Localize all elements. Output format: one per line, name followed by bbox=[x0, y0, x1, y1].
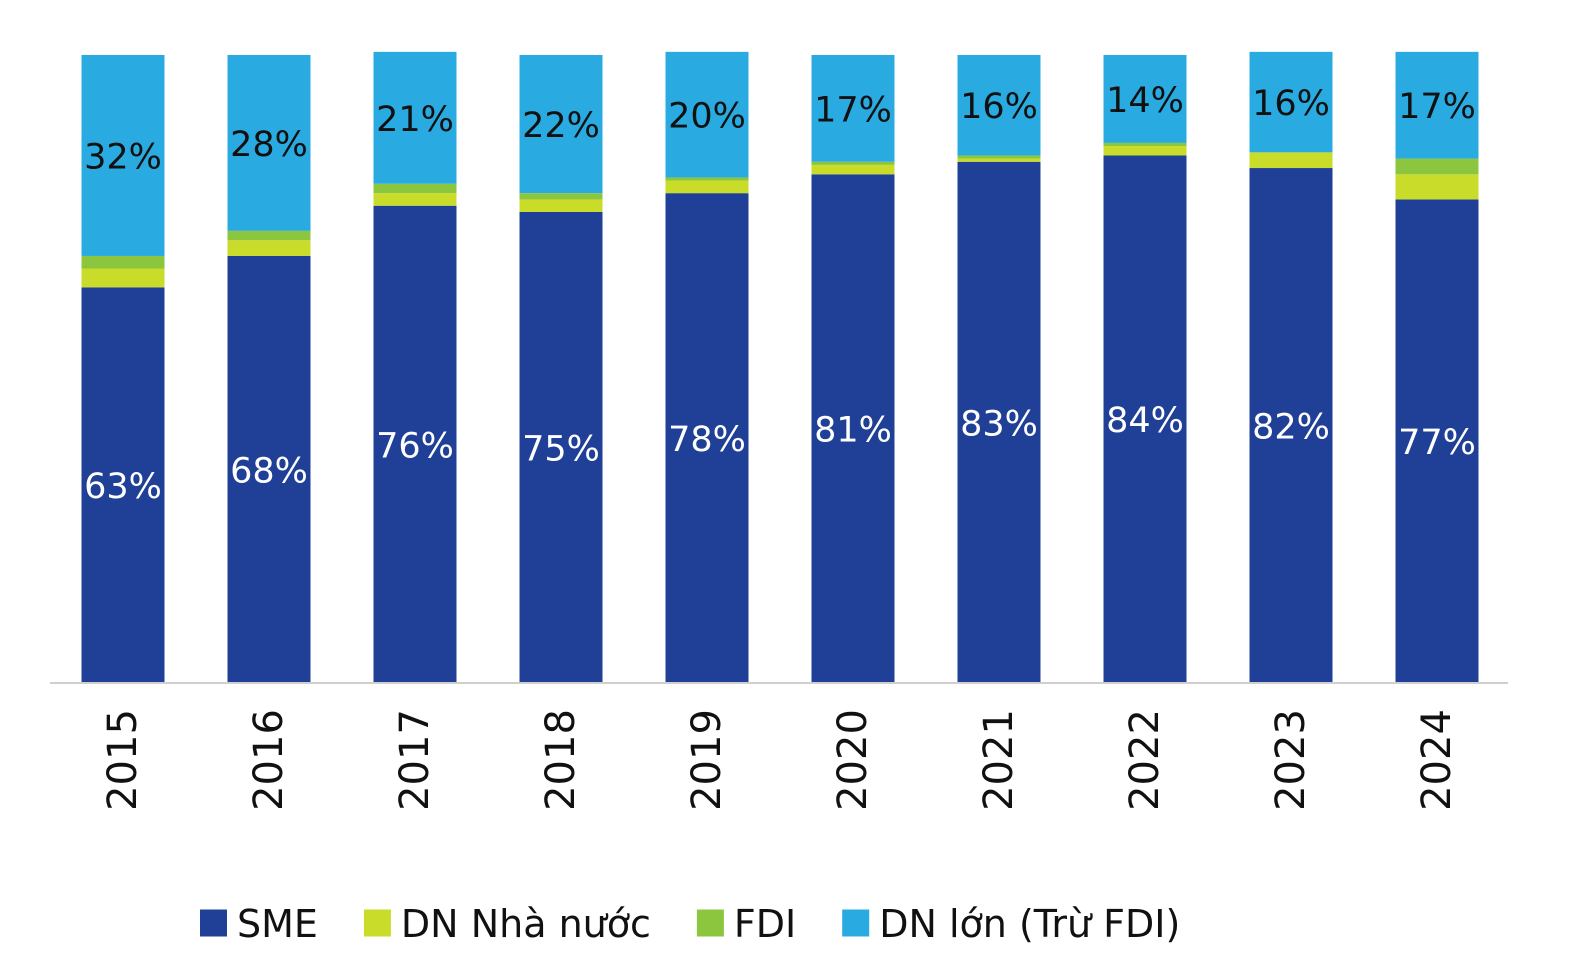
bar-2018-series-3 bbox=[519, 55, 603, 194]
bar-2020-series-2 bbox=[811, 161, 895, 165]
data-label-2015-series-0: 63% bbox=[84, 467, 162, 507]
bar-2019-series-1 bbox=[665, 180, 749, 194]
segment-labels-group: 63% 32% 68% 28% 76% 21% 75% 22% 78% 20% 81% 17% 83% 1… bbox=[84, 81, 1476, 507]
legend-swatch-2 bbox=[696, 909, 724, 937]
bar-2016-series-0 bbox=[227, 255, 311, 683]
data-label-2020-series-3: 17% bbox=[814, 90, 892, 130]
x-tick-label-2024: 2024 bbox=[1414, 709, 1460, 811]
x-tick-label-2018: 2018 bbox=[538, 709, 584, 811]
legend-swatch-3 bbox=[842, 909, 870, 937]
data-label-2015-series-3: 32% bbox=[84, 137, 162, 177]
data-label-2021-series-3: 16% bbox=[960, 87, 1038, 127]
bar-2015-series-1 bbox=[81, 268, 165, 288]
legend-label-3: DN lớn (Trừ FDI) bbox=[879, 902, 1180, 946]
data-label-2016-series-3: 28% bbox=[230, 125, 308, 165]
bar-2024-series-3 bbox=[1395, 51, 1479, 159]
x-tick-label-2019: 2019 bbox=[684, 709, 730, 811]
bar-2021-series-1 bbox=[957, 158, 1041, 162]
x-tick-label-2021: 2021 bbox=[976, 709, 1022, 811]
data-label-2024-series-3: 17% bbox=[1398, 87, 1476, 127]
bar-2019-series-2 bbox=[665, 177, 749, 181]
bar-2017-series-0 bbox=[373, 205, 457, 683]
x-tick-label-2020: 2020 bbox=[830, 709, 876, 811]
bar-2016-series-2 bbox=[227, 230, 311, 241]
data-label-2022-series-3: 14% bbox=[1106, 81, 1184, 121]
bar-2016-series-1 bbox=[227, 240, 311, 256]
data-label-2017-series-0: 76% bbox=[376, 426, 454, 466]
bar-2015-series-2 bbox=[81, 255, 165, 269]
data-label-2024-series-0: 77% bbox=[1398, 423, 1476, 463]
bar-2024-series-1 bbox=[1395, 174, 1479, 200]
bar-2017-series-1 bbox=[373, 193, 457, 206]
data-label-2021-series-0: 83% bbox=[960, 404, 1038, 444]
legend-swatch-1 bbox=[363, 909, 391, 937]
bar-2021-series-0 bbox=[957, 161, 1041, 683]
bar-2019-series-3 bbox=[665, 51, 749, 178]
data-label-2023-series-3: 16% bbox=[1252, 84, 1330, 124]
bar-2018-series-1 bbox=[519, 199, 603, 212]
legend: SME DN Nhà nước FDI DN lớn (Trừ FDI) bbox=[200, 902, 1180, 946]
bar-2015-series-3 bbox=[81, 55, 165, 256]
bar-2023-series-0 bbox=[1249, 168, 1333, 684]
bar-2018-series-0 bbox=[519, 212, 603, 683]
bar-2022-series-0 bbox=[1103, 155, 1187, 684]
legend-swatch-0 bbox=[200, 909, 227, 937]
bar-2019-series-0 bbox=[665, 193, 749, 683]
legend-label-2: FDI bbox=[734, 902, 796, 946]
data-label-2023-series-0: 82% bbox=[1252, 408, 1330, 448]
bar-2022-series-1 bbox=[1103, 146, 1187, 156]
data-label-2019-series-0: 78% bbox=[668, 420, 746, 460]
data-label-2016-series-0: 68% bbox=[230, 451, 308, 491]
x-tick-label-2016: 2016 bbox=[246, 709, 292, 811]
x-tick-label-2017: 2017 bbox=[392, 709, 438, 811]
bars-group bbox=[81, 51, 1479, 684]
bar-2024-series-0 bbox=[1395, 199, 1479, 683]
data-label-2018-series-3: 22% bbox=[522, 106, 600, 146]
bar-2015-series-0 bbox=[81, 287, 165, 683]
data-label-2020-series-0: 81% bbox=[814, 411, 892, 451]
legend-label-0: SME bbox=[237, 902, 318, 946]
bar-2021-series-3 bbox=[957, 55, 1041, 156]
data-label-2018-series-0: 75% bbox=[522, 430, 600, 470]
bar-2018-series-2 bbox=[519, 193, 603, 200]
x-tick-label-2022: 2022 bbox=[1122, 709, 1168, 811]
x-tick-label-2015: 2015 bbox=[100, 709, 146, 811]
bar-2022-series-2 bbox=[1103, 142, 1187, 147]
bar-2020-series-3 bbox=[811, 55, 895, 162]
data-label-2022-series-0: 84% bbox=[1106, 401, 1184, 441]
bar-2023-series-3 bbox=[1249, 51, 1333, 153]
data-label-2019-series-3: 20% bbox=[668, 97, 746, 137]
data-label-2017-series-3: 21% bbox=[376, 100, 454, 140]
bar-2017-series-2 bbox=[373, 183, 457, 194]
bar-2020-series-0 bbox=[811, 174, 895, 683]
bar-2023-series-1 bbox=[1249, 152, 1333, 169]
bar-2022-series-3 bbox=[1103, 55, 1187, 143]
bar-2016-series-3 bbox=[227, 55, 311, 231]
x-tick-label-2023: 2023 bbox=[1268, 709, 1314, 811]
bar-2017-series-3 bbox=[373, 51, 457, 184]
bar-2021-series-2 bbox=[957, 155, 1041, 159]
x-tick-labels-group: 2015 2016 2017 2018 2019 2020 2021 2022 2023 2024 bbox=[100, 709, 1460, 811]
bar-2020-series-1 bbox=[811, 164, 895, 175]
bar-2024-series-2 bbox=[1395, 158, 1479, 175]
legend-label-1: DN Nhà nước bbox=[401, 902, 651, 946]
